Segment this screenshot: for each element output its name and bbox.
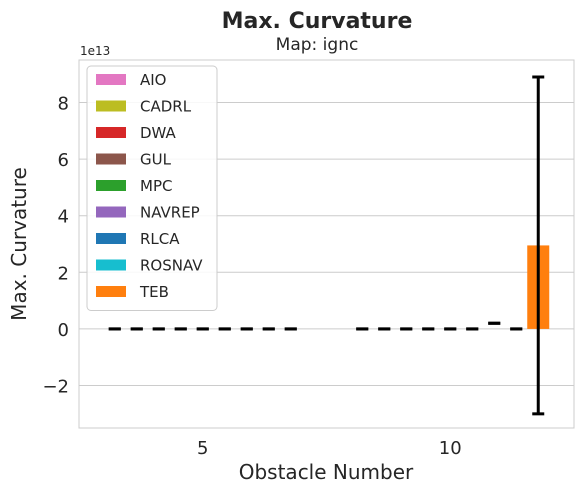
y-tick-label: 4 [58,207,69,228]
legend-label: TEB [139,283,169,301]
chart-subtitle: Map: ignc [276,35,359,55]
legend-label: RLCA [140,230,180,248]
legend-label: NAVREP [140,204,200,222]
legend-label: DWA [140,124,177,142]
legend-label: GUL [140,151,172,169]
legend-swatch [96,100,126,112]
legend-label: MPC [140,177,172,195]
legend-swatch [96,153,126,165]
legend-label: ROSNAV [140,257,203,275]
legend-swatch [96,233,126,244]
error-bar [532,75,545,416]
legend-swatch [96,286,126,297]
y-axis-label: Max. Curvature [7,167,31,321]
legend-swatch [96,259,126,271]
legend-label: CADRL [140,98,192,116]
legend-label: AIO [140,71,167,89]
legend-swatch [96,127,126,138]
y-tick-label: 8 [58,93,69,114]
y-tick-label: 0 [58,320,69,341]
y-tick-label: −2 [42,377,69,398]
y-tick-label: 2 [58,263,69,284]
legend-swatch [96,206,126,218]
y-scale-label: 1e13 [80,44,110,58]
x-tick-label: 10 [439,438,462,459]
x-axis-label: Obstacle Number [239,460,414,484]
chart-title: Max. Curvature [222,9,413,34]
plot-area [78,59,575,429]
legend-swatch [96,180,126,191]
x-tick-label: 5 [197,438,208,459]
legend-swatch [96,74,126,85]
y-tick-label: 6 [58,150,69,171]
